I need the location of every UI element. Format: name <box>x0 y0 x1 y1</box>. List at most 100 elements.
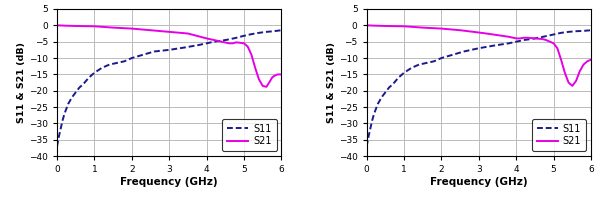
S11 <box>59 119 66 121</box>
S21 <box>561 72 568 74</box>
S21 <box>274 73 281 76</box>
Legend: S11, S21: S11, S21 <box>222 119 277 151</box>
S21 <box>270 75 277 77</box>
S11 <box>512 40 520 43</box>
S21 <box>53 24 61 26</box>
S11 <box>565 31 572 33</box>
S11 <box>430 60 437 62</box>
S11 <box>53 145 61 148</box>
S21 <box>128 27 136 30</box>
S21 <box>584 60 591 62</box>
S11 <box>475 47 482 49</box>
S21 <box>266 80 274 82</box>
S11 <box>151 50 158 53</box>
S21 <box>554 47 561 49</box>
S21 <box>542 39 550 41</box>
S11 <box>557 32 565 34</box>
S11 <box>389 83 397 85</box>
S21 <box>580 63 587 66</box>
S21 <box>91 25 98 27</box>
S11 <box>256 32 263 34</box>
S21 <box>203 37 210 40</box>
S11 <box>121 60 128 62</box>
S21 <box>72 25 79 27</box>
S11 <box>72 91 79 94</box>
S11 <box>520 39 527 41</box>
S21 <box>565 81 572 84</box>
S11 <box>241 35 248 37</box>
S21 <box>371 24 378 27</box>
S21 <box>268 76 275 79</box>
S21 <box>184 32 191 35</box>
S11 <box>55 135 62 138</box>
S21 <box>457 29 464 31</box>
S21 <box>241 42 248 45</box>
S21 <box>211 39 218 41</box>
Line: S21: S21 <box>367 25 591 86</box>
S11 <box>490 44 497 47</box>
S11 <box>196 44 203 46</box>
S21 <box>248 54 255 56</box>
S21 <box>256 78 263 81</box>
S11 <box>363 145 370 148</box>
S21 <box>382 25 389 27</box>
S11 <box>263 31 270 33</box>
S11 <box>65 103 72 105</box>
S21 <box>233 41 240 44</box>
S21 <box>557 59 565 61</box>
S11 <box>400 72 407 74</box>
S11 <box>378 96 385 99</box>
S11 <box>203 42 210 45</box>
S11 <box>218 40 225 42</box>
S11 <box>365 135 372 138</box>
S11 <box>85 76 92 79</box>
S21 <box>419 26 427 29</box>
S11 <box>395 76 402 79</box>
S21 <box>572 80 580 82</box>
S21 <box>532 37 539 40</box>
S21 <box>263 86 270 88</box>
S21 <box>475 31 482 34</box>
S11 <box>139 54 146 56</box>
S11 <box>91 72 98 74</box>
S21 <box>438 27 445 30</box>
S21 <box>512 37 520 40</box>
S11 <box>382 91 389 94</box>
S21 <box>505 36 512 38</box>
S11 <box>61 112 68 115</box>
S11 <box>248 33 255 35</box>
S11 <box>550 33 557 36</box>
S11 <box>374 103 382 105</box>
S21 <box>400 25 407 27</box>
S21 <box>587 59 595 61</box>
Legend: S11, S21: S11, S21 <box>532 119 586 151</box>
S21 <box>229 42 236 45</box>
S11 <box>587 29 595 31</box>
S11 <box>113 62 121 64</box>
S11 <box>98 67 106 69</box>
X-axis label: Frequency (GHz): Frequency (GHz) <box>430 177 527 187</box>
Y-axis label: S11 & S21 (dB): S11 & S21 (dB) <box>17 42 26 123</box>
S11 <box>438 57 445 59</box>
S21 <box>569 85 576 87</box>
S21 <box>520 37 527 39</box>
S21 <box>494 34 501 36</box>
S11 <box>415 63 422 66</box>
S11 <box>527 38 535 40</box>
S21 <box>576 70 583 72</box>
S21 <box>109 26 116 29</box>
S11 <box>68 96 76 99</box>
S11 <box>423 62 430 64</box>
S11 <box>371 112 378 115</box>
Line: S11: S11 <box>367 30 591 146</box>
S11 <box>80 83 87 85</box>
S11 <box>166 49 173 51</box>
S21 <box>166 31 173 33</box>
X-axis label: Frequency (GHz): Frequency (GHz) <box>121 177 218 187</box>
S21 <box>259 85 266 87</box>
S11 <box>580 30 587 32</box>
Y-axis label: S11 & S21 (dB): S11 & S21 (dB) <box>327 42 336 123</box>
S21 <box>278 73 285 76</box>
S11 <box>226 38 233 41</box>
S21 <box>363 24 370 26</box>
